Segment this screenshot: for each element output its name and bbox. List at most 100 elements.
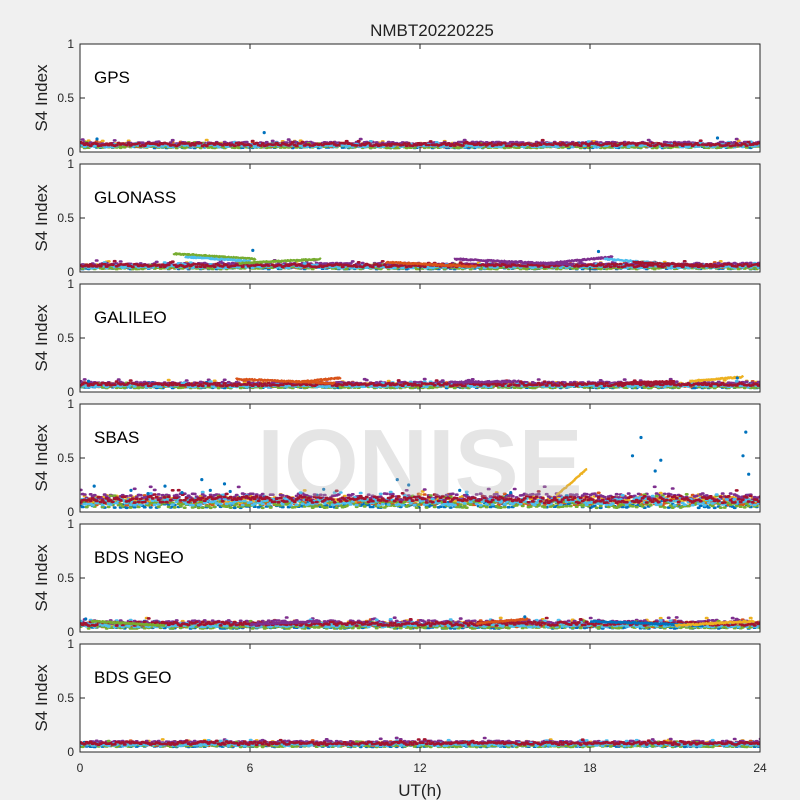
panel-label: GPS	[94, 68, 130, 87]
satellite-arc	[674, 619, 756, 628]
axes-area	[80, 524, 760, 632]
x-axis: 0 6 12 18 24	[77, 761, 767, 775]
y-tick-label: 0	[67, 625, 74, 639]
y-axis-label: S4 Index	[32, 424, 51, 492]
satellite-arc	[555, 468, 588, 497]
panel-label: SBAS	[94, 428, 139, 447]
satellite-arc	[235, 377, 336, 386]
outlier-point	[407, 483, 411, 487]
y-tick-label: 0.5	[57, 211, 74, 225]
y-tick-label: 1	[67, 517, 74, 531]
y-axis-label: S4 Index	[32, 544, 51, 612]
y-tick-label: 1	[67, 37, 74, 51]
outlier-point	[659, 458, 663, 462]
y-axis-label: S4 Index	[32, 304, 51, 372]
panels-group: 0 0.5 1 S4 Index GPS 0 0.5 1 S4 Index GLONASS 0 0.5…	[32, 37, 761, 759]
satellite-arc	[172, 252, 257, 261]
outlier-point	[262, 131, 266, 135]
y-tick-label: 0	[67, 385, 74, 399]
series-band-6	[80, 138, 760, 148]
satellite-arc	[447, 379, 520, 384]
series-band-6	[80, 488, 760, 505]
axes-area	[80, 44, 760, 152]
panel-label: GALILEO	[94, 308, 167, 327]
outlier-point	[180, 491, 184, 495]
outlier-point	[322, 487, 326, 491]
outlier-point	[747, 472, 751, 476]
y-tick-label: 0	[67, 265, 74, 279]
outlier-point	[163, 484, 167, 488]
outlier-point	[509, 491, 513, 495]
outlier-point	[639, 435, 643, 440]
satellite-arc	[617, 379, 676, 385]
outlier-point	[92, 484, 96, 488]
axes-area	[80, 284, 760, 392]
outlier-point	[596, 249, 601, 254]
satellite-arc	[631, 260, 719, 269]
outlier-point	[208, 488, 212, 492]
panel-label: BDS GEO	[94, 668, 171, 687]
series-band-6	[80, 616, 760, 627]
data-points	[80, 375, 760, 390]
y-axis-label: S4 Index	[32, 64, 51, 132]
data-points	[80, 736, 760, 749]
outlier-point	[715, 136, 720, 140]
outlier-point	[86, 379, 91, 383]
y-tick-label: 1	[67, 397, 74, 411]
y-axis-label: S4 Index	[32, 664, 51, 732]
outlier-point	[741, 454, 745, 458]
panel-gps: 0 0.5 1 S4 Index GPS	[32, 37, 761, 159]
figure-title: NMBT20220225	[370, 21, 494, 40]
panel-galileo: 0 0.5 1 S4 Index GALILEO	[32, 277, 761, 399]
y-tick-label: 0	[67, 145, 74, 159]
y-tick-label: 0.5	[57, 691, 74, 705]
outlier-point	[523, 615, 527, 619]
outlier-point	[84, 617, 88, 621]
outlier-point	[735, 376, 739, 380]
x-axis-label: UT(h)	[398, 781, 441, 800]
satellite-arc	[546, 255, 614, 265]
outlier-point	[630, 454, 635, 458]
data-points	[80, 248, 760, 271]
y-tick-label: 0.5	[57, 91, 74, 105]
series-band-6	[80, 738, 760, 747]
y-tick-label: 0.5	[57, 451, 74, 465]
series-band-6	[80, 379, 760, 388]
y-tick-label: 0	[67, 745, 74, 759]
outlier-point	[129, 488, 133, 492]
satellite-arc	[688, 375, 745, 383]
outlier-point	[251, 248, 255, 252]
y-axis-label: S4 Index	[32, 184, 51, 252]
data-points	[80, 131, 760, 150]
outlier-point	[395, 478, 399, 482]
x-tick-label: 24	[753, 761, 767, 775]
satellite-arc	[249, 619, 322, 626]
x-tick-label: 12	[413, 761, 427, 775]
watermark: IONISE	[257, 410, 582, 517]
data-points	[80, 430, 760, 510]
data-points	[80, 615, 760, 630]
outlier-point	[228, 489, 232, 494]
satellite-arc	[475, 617, 529, 626]
y-tick-label: 0.5	[57, 571, 74, 585]
outlier-point	[744, 430, 748, 434]
panel-bds-ngeo: 0 0.5 1 S4 Index BDS NGEO	[32, 517, 761, 639]
outlier-point	[222, 482, 227, 486]
outlier-point	[653, 469, 657, 473]
panel-bds-geo: 0 0.5 1 S4 Index BDS GEO	[32, 637, 761, 759]
outlier-point	[95, 137, 99, 141]
outlier-point	[200, 478, 204, 482]
panel-glonass: 0 0.5 1 S4 Index GLONASS	[32, 157, 761, 279]
panel-sbas: 0 0.5 1 S4 Index SBAS	[32, 397, 761, 519]
y-tick-label: 0	[67, 505, 74, 519]
satellite-arc	[294, 376, 342, 384]
outlier-point	[458, 488, 462, 492]
satellite-arc	[184, 255, 252, 263]
x-tick-label: 18	[583, 761, 597, 775]
outlier-point	[146, 492, 150, 496]
y-tick-label: 1	[67, 277, 74, 291]
x-tick-label: 6	[247, 761, 254, 775]
x-tick-label: 0	[77, 761, 84, 775]
panel-label: BDS NGEO	[94, 548, 184, 567]
